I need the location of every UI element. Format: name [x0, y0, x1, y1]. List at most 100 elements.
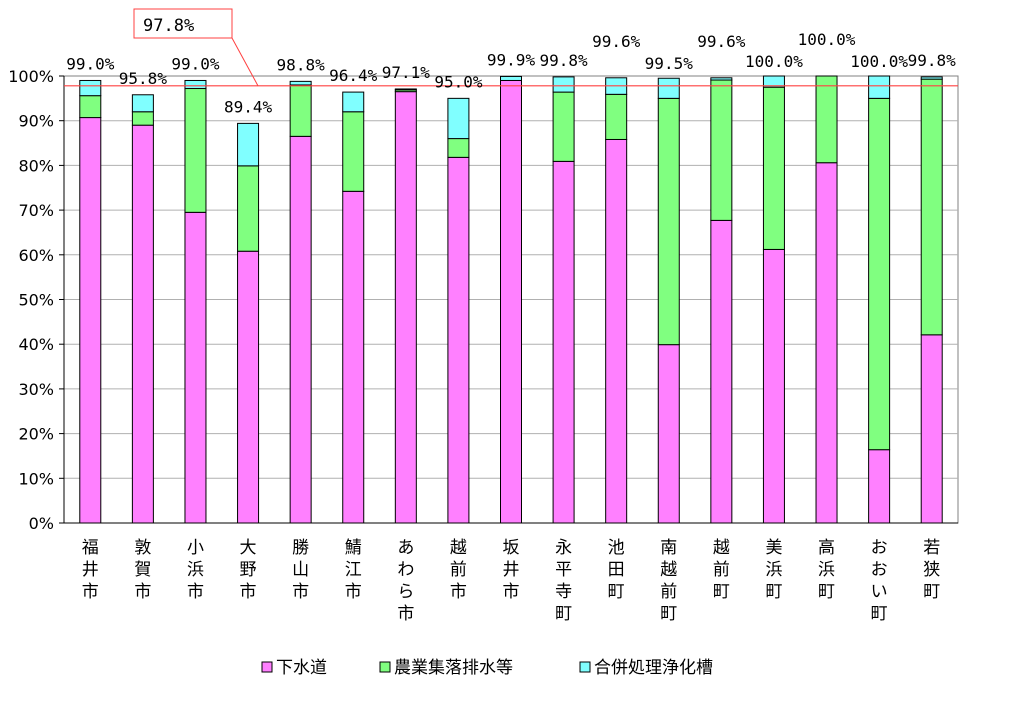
data-label: 99.0%: [66, 54, 115, 73]
bar-segment: [342, 111, 365, 192]
category-label: 狭: [923, 560, 940, 580]
bar-segment: [762, 75, 785, 88]
category-label: 前: [450, 560, 467, 580]
category-label: 南: [660, 538, 677, 558]
legend-swatch: [261, 661, 273, 673]
category-label: 山: [292, 560, 309, 580]
category-label: 坂: [503, 538, 520, 558]
x-axis-categories: 福井市敦賀市小浜市大野市勝山市鯖江市あわら市越前市坂井市永平寺町池田町南越前町越…: [82, 538, 940, 624]
bar-segment: [447, 97, 470, 140]
y-tick-label: 90%: [18, 112, 54, 131]
bar-segment: [605, 138, 628, 524]
bar-segment: [605, 93, 628, 140]
legend-label: 農業集落排水等: [394, 658, 513, 678]
category-label: 町: [765, 582, 782, 602]
y-tick-label: 80%: [18, 156, 54, 175]
category-label: お: [871, 538, 888, 558]
category-label: 越: [450, 538, 467, 558]
bar-segment: [552, 76, 575, 93]
y-tick-label: 70%: [18, 201, 54, 220]
bar-segment: [184, 211, 207, 524]
category-label: 田: [608, 560, 625, 580]
data-label: 99.8%: [908, 51, 957, 70]
data-label: 96.4%: [329, 66, 378, 85]
category-label: 市: [187, 582, 204, 602]
category-label: 市: [503, 582, 520, 602]
reference-label-box: [133, 8, 233, 39]
category-label: 前: [713, 560, 730, 580]
bar-segment: [500, 75, 522, 81]
bar-segment: [500, 79, 522, 524]
category-label: 町: [608, 582, 625, 602]
bar-segment: [131, 94, 154, 113]
data-label: 98.8%: [277, 55, 326, 74]
category-label: 町: [660, 604, 677, 624]
bar-segment: [815, 162, 838, 524]
legend-label: 合併処理浄化槽: [594, 658, 713, 678]
category-label: あ: [397, 538, 414, 558]
legend-swatch: [579, 661, 591, 673]
category-label: 市: [292, 582, 309, 602]
category-label: 浜: [818, 560, 835, 580]
category-label: 江: [345, 560, 362, 580]
bar-segment: [237, 250, 260, 524]
data-label: 99.6%: [592, 32, 641, 51]
bar-segment: [394, 88, 417, 91]
legend-label: 下水道: [276, 658, 327, 678]
bar-segment: [289, 135, 312, 524]
data-label: 99.5%: [645, 54, 694, 73]
y-tick-label: 40%: [18, 335, 54, 354]
bar-segment: [184, 79, 207, 90]
bar-segment: [868, 449, 891, 524]
category-label: 市: [450, 582, 467, 602]
category-label: 若: [923, 538, 940, 558]
bar-segment: [552, 91, 575, 162]
reference-label: 97.8%: [143, 16, 194, 36]
category-label: 高: [818, 538, 835, 558]
category-label: 町: [923, 582, 940, 602]
bar-segment: [79, 95, 102, 119]
data-label: 100.0%: [745, 52, 803, 71]
y-tick-label: 50%: [18, 291, 54, 310]
bar-segment: [447, 138, 470, 158]
legend: 下水道 農業集落排水等 合併処理浄化槽: [261, 658, 713, 678]
data-label: 99.9%: [487, 50, 536, 69]
category-label: 市: [240, 582, 257, 602]
bar-segment: [710, 77, 733, 81]
reference-line-group: 97.8%: [64, 8, 958, 87]
bar-segment: [79, 79, 102, 97]
data-label: 89.4%: [224, 97, 273, 116]
category-label: 永: [555, 538, 572, 558]
data-label: 95.8%: [119, 69, 168, 88]
category-label: 福: [82, 538, 99, 558]
bar-segment: [342, 190, 365, 524]
bar-segment: [289, 84, 312, 137]
category-label: お: [871, 560, 888, 580]
category-label: 市: [134, 582, 151, 602]
y-tick-label: 30%: [18, 380, 54, 399]
y-tick-label: 0%: [29, 514, 54, 533]
bar-segment: [237, 122, 260, 167]
bars: [79, 75, 943, 524]
category-label: 鯖: [345, 538, 362, 558]
category-label: 敦: [134, 538, 151, 558]
category-label: 池: [608, 538, 625, 558]
bar-segment: [237, 165, 260, 252]
category-label: 井: [82, 560, 99, 580]
y-tick-label: 100%: [8, 67, 54, 86]
category-label: 町: [818, 582, 835, 602]
category-label: 越: [713, 538, 730, 558]
bar-segment: [657, 344, 680, 524]
bar-segment: [79, 117, 102, 524]
data-label: 99.6%: [697, 32, 746, 51]
data-label: 99.0%: [171, 54, 220, 73]
category-label: 野: [240, 560, 257, 580]
bar-segment: [447, 156, 470, 524]
bar-segment: [868, 97, 891, 451]
bar-segment: [762, 86, 785, 250]
category-label: 町: [713, 582, 730, 602]
bar-segment: [710, 219, 733, 524]
category-label: 市: [345, 582, 362, 602]
category-label: 市: [82, 582, 99, 602]
